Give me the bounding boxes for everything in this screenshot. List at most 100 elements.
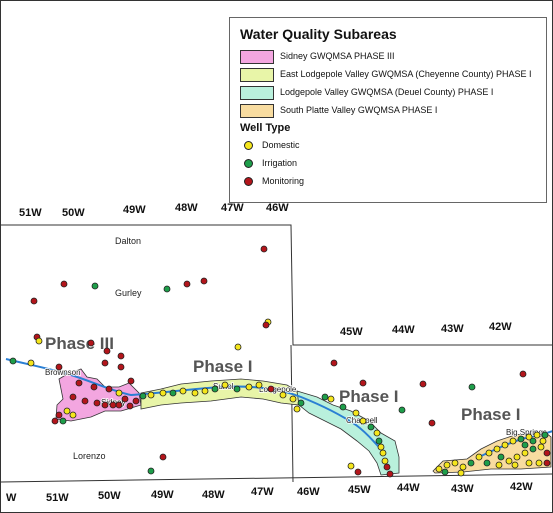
range-label-bottom-47w: 47W xyxy=(251,486,274,498)
monitoring-well-point xyxy=(159,453,167,461)
place-label-big-springs: Big Springs xyxy=(506,428,547,437)
monitoring-well-point xyxy=(51,417,59,425)
domestic-well-point xyxy=(327,395,335,403)
monitoring-well-point xyxy=(183,280,191,288)
domestic-well-point xyxy=(115,389,123,397)
monitoring-well-point xyxy=(132,397,140,405)
monitoring-well-point xyxy=(519,370,527,378)
phase-label-1-south-platte: Phase I xyxy=(461,405,521,424)
monitoring-well-point xyxy=(121,395,129,403)
range-label-bottom-50w: 50W xyxy=(98,490,121,502)
domestic-well-point xyxy=(347,462,355,470)
irrigation-well-point xyxy=(91,282,99,290)
domestic-well-point xyxy=(451,459,459,467)
place-label-gurley: Gurley xyxy=(115,288,142,298)
range-label-bottom-w: W xyxy=(6,492,17,504)
domestic-well-point xyxy=(533,431,541,439)
irrigation-well-point xyxy=(467,459,475,467)
irrigation-well-point xyxy=(139,392,147,400)
domestic-well-point xyxy=(289,395,297,403)
monitoring-well-point xyxy=(330,359,338,367)
irrigation-well-point xyxy=(9,357,17,365)
monitoring-well-point xyxy=(267,385,275,393)
legend-dot-monitoring xyxy=(244,177,253,186)
domestic-well-point xyxy=(27,359,35,367)
irrigation-well-point xyxy=(441,468,449,476)
irrigation-well-point xyxy=(59,417,67,425)
legend-swatch-sidney xyxy=(240,50,274,64)
legend-swatch-south-platte xyxy=(240,104,274,118)
place-label-lodgepole: Lodgepole xyxy=(259,385,297,394)
monitoring-well-point xyxy=(200,277,208,285)
domestic-well-point xyxy=(147,391,155,399)
domestic-well-point xyxy=(457,469,465,477)
domestic-well-point xyxy=(293,405,301,413)
legend-label-domestic: Domestic xyxy=(262,140,300,150)
county-boundary-west xyxy=(1,224,552,346)
monitoring-well-point xyxy=(126,402,134,410)
legend-dot-irrigation xyxy=(244,159,253,168)
domestic-well-point xyxy=(377,443,385,451)
legend-item-domestic: Domestic xyxy=(244,139,444,151)
domestic-well-point xyxy=(279,391,287,399)
legend-dot-domestic xyxy=(244,141,253,150)
monitoring-well-point xyxy=(386,470,394,478)
domestic-well-point xyxy=(69,411,77,419)
domestic-well-point xyxy=(221,381,229,389)
monitoring-well-point xyxy=(543,449,551,457)
domestic-well-point xyxy=(513,453,521,461)
domestic-well-point xyxy=(179,387,187,395)
monitoring-well-point xyxy=(115,401,123,409)
legend-label-irrigation: Irrigation xyxy=(262,158,298,168)
lodgepole-creek xyxy=(5,358,380,448)
irrigation-well-point xyxy=(367,423,375,431)
domestic-well-point xyxy=(359,417,367,425)
legend-label-sidney: Sidney GWQMSA PHASE III xyxy=(280,51,395,61)
domestic-well-point xyxy=(525,433,533,441)
monitoring-well-point xyxy=(383,463,391,471)
monitoring-well-point xyxy=(428,419,436,427)
legend-item-south-platte: South Platte Valley GWQMSA PHASE I xyxy=(240,104,540,118)
domestic-well-point xyxy=(35,337,43,345)
legend-item-monitoring: Monitoring xyxy=(244,175,444,187)
domestic-well-point xyxy=(537,443,545,451)
range-label-mid-43w: 43W xyxy=(441,323,464,335)
monitoring-well-point xyxy=(105,385,113,393)
domestic-well-point xyxy=(495,461,503,469)
range-label-bottom-46w: 46W xyxy=(297,486,320,498)
phase-label-1-lodgepole-deuel: Phase I xyxy=(339,387,399,406)
monitoring-well-point xyxy=(90,383,98,391)
place-label-lorenzo: Lorenzo xyxy=(73,451,106,461)
monitoring-well-point xyxy=(359,379,367,387)
monitoring-well-point xyxy=(81,397,89,405)
legend-label-south-platte: South Platte Valley GWQMSA PHASE I xyxy=(280,105,438,115)
domestic-well-point xyxy=(435,465,443,473)
range-label-bottom-44w: 44W xyxy=(397,482,420,494)
range-label-top-49w: 49W xyxy=(123,204,146,216)
irrigation-well-point xyxy=(233,385,241,393)
monitoring-well-point xyxy=(262,321,270,329)
legend-swatch-east-lodgepole xyxy=(240,68,274,82)
monitoring-well-point xyxy=(117,352,125,360)
monitoring-well-point xyxy=(60,280,68,288)
irrigation-well-point xyxy=(147,467,155,475)
domestic-well-point xyxy=(475,453,483,461)
domestic-well-point xyxy=(493,445,501,453)
range-label-bottom-48w: 48W xyxy=(202,489,225,501)
legend-well-type-heading: Well Type xyxy=(240,122,291,134)
irrigation-well-point xyxy=(169,389,177,397)
monitoring-well-point xyxy=(87,339,95,347)
monitoring-well-point xyxy=(93,399,101,407)
irrigation-well-point xyxy=(517,435,525,443)
range-label-mid-44w: 44W xyxy=(392,324,415,336)
domestic-well-point xyxy=(539,437,547,445)
range-label-top-46w: 46W xyxy=(266,202,289,214)
legend-label-lodgepole-deuel: Lodgepole Valley GWQMSA (Deuel County) P… xyxy=(280,87,494,97)
domestic-well-point xyxy=(459,463,467,471)
domestic-well-point xyxy=(63,407,71,415)
range-label-top-51w: 51W xyxy=(19,207,42,219)
legend-item-east-lodgepole: East Lodgepole Valley GWQMSA (Cheyenne C… xyxy=(240,68,540,82)
monitoring-well-point xyxy=(101,401,109,409)
